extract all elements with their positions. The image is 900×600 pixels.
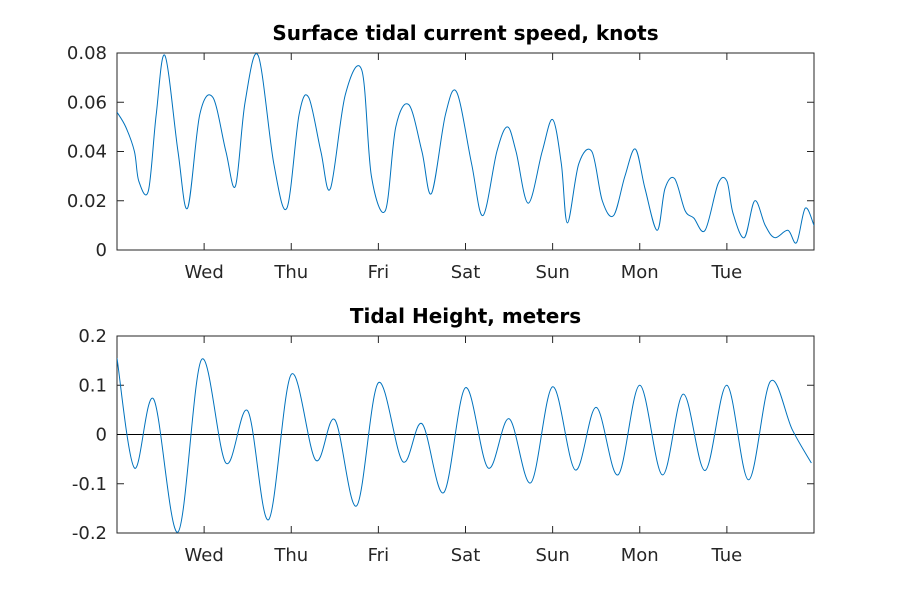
x-tick-label: Sun xyxy=(536,262,570,283)
y-tick-label: 0.1 xyxy=(78,375,107,396)
y-tick-label: 0 xyxy=(96,240,107,261)
x-tick-label: Tue xyxy=(711,545,743,566)
plot-area xyxy=(116,52,815,251)
x-tick-label: Fri xyxy=(368,545,389,566)
y-tick-label: 0 xyxy=(96,425,107,446)
x-tick-label: Sun xyxy=(536,545,570,566)
x-tick-label: Thu xyxy=(273,262,308,283)
y-tick-label: 0.02 xyxy=(67,191,107,212)
y-tick-label: 0.2 xyxy=(78,326,107,347)
x-tick-label: Mon xyxy=(621,262,659,283)
x-tick-label: Sat xyxy=(451,262,481,283)
x-tick-label: Mon xyxy=(621,545,659,566)
chart-title: Tidal Height, meters xyxy=(350,304,581,328)
series-line xyxy=(117,53,814,244)
tidal-height-panel: Tidal Height, meters -0.2 -0.1 0 0.1 0.2 Wed T… xyxy=(72,304,815,566)
x-tick-label: Tue xyxy=(711,262,743,283)
chart-title: Surface tidal current speed, knots xyxy=(272,21,658,45)
x-tick-label: Thu xyxy=(273,545,308,566)
y-tick-label: 0.08 xyxy=(67,43,107,64)
x-tick-label: Wed xyxy=(185,545,224,566)
y-tick-label: -0.1 xyxy=(72,474,107,495)
y-tick-label: 0.04 xyxy=(67,142,107,163)
x-tick-label: Wed xyxy=(185,262,224,283)
x-tick-label: Fri xyxy=(368,262,389,283)
y-tick-label: 0.06 xyxy=(67,92,107,113)
current-speed-panel: Surface tidal current speed, knots 0 0.02… xyxy=(67,21,815,283)
y-tick-label: -0.2 xyxy=(72,523,107,544)
series-line xyxy=(117,358,812,533)
x-tick-label: Sat xyxy=(451,545,481,566)
